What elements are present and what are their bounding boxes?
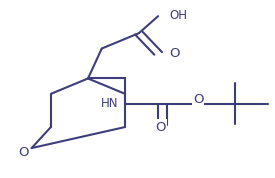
Text: O: O (169, 47, 180, 60)
Text: HN: HN (101, 97, 118, 110)
Text: O: O (156, 121, 166, 134)
Text: O: O (193, 93, 203, 106)
Text: O: O (18, 146, 29, 159)
Text: OH: OH (169, 9, 187, 22)
